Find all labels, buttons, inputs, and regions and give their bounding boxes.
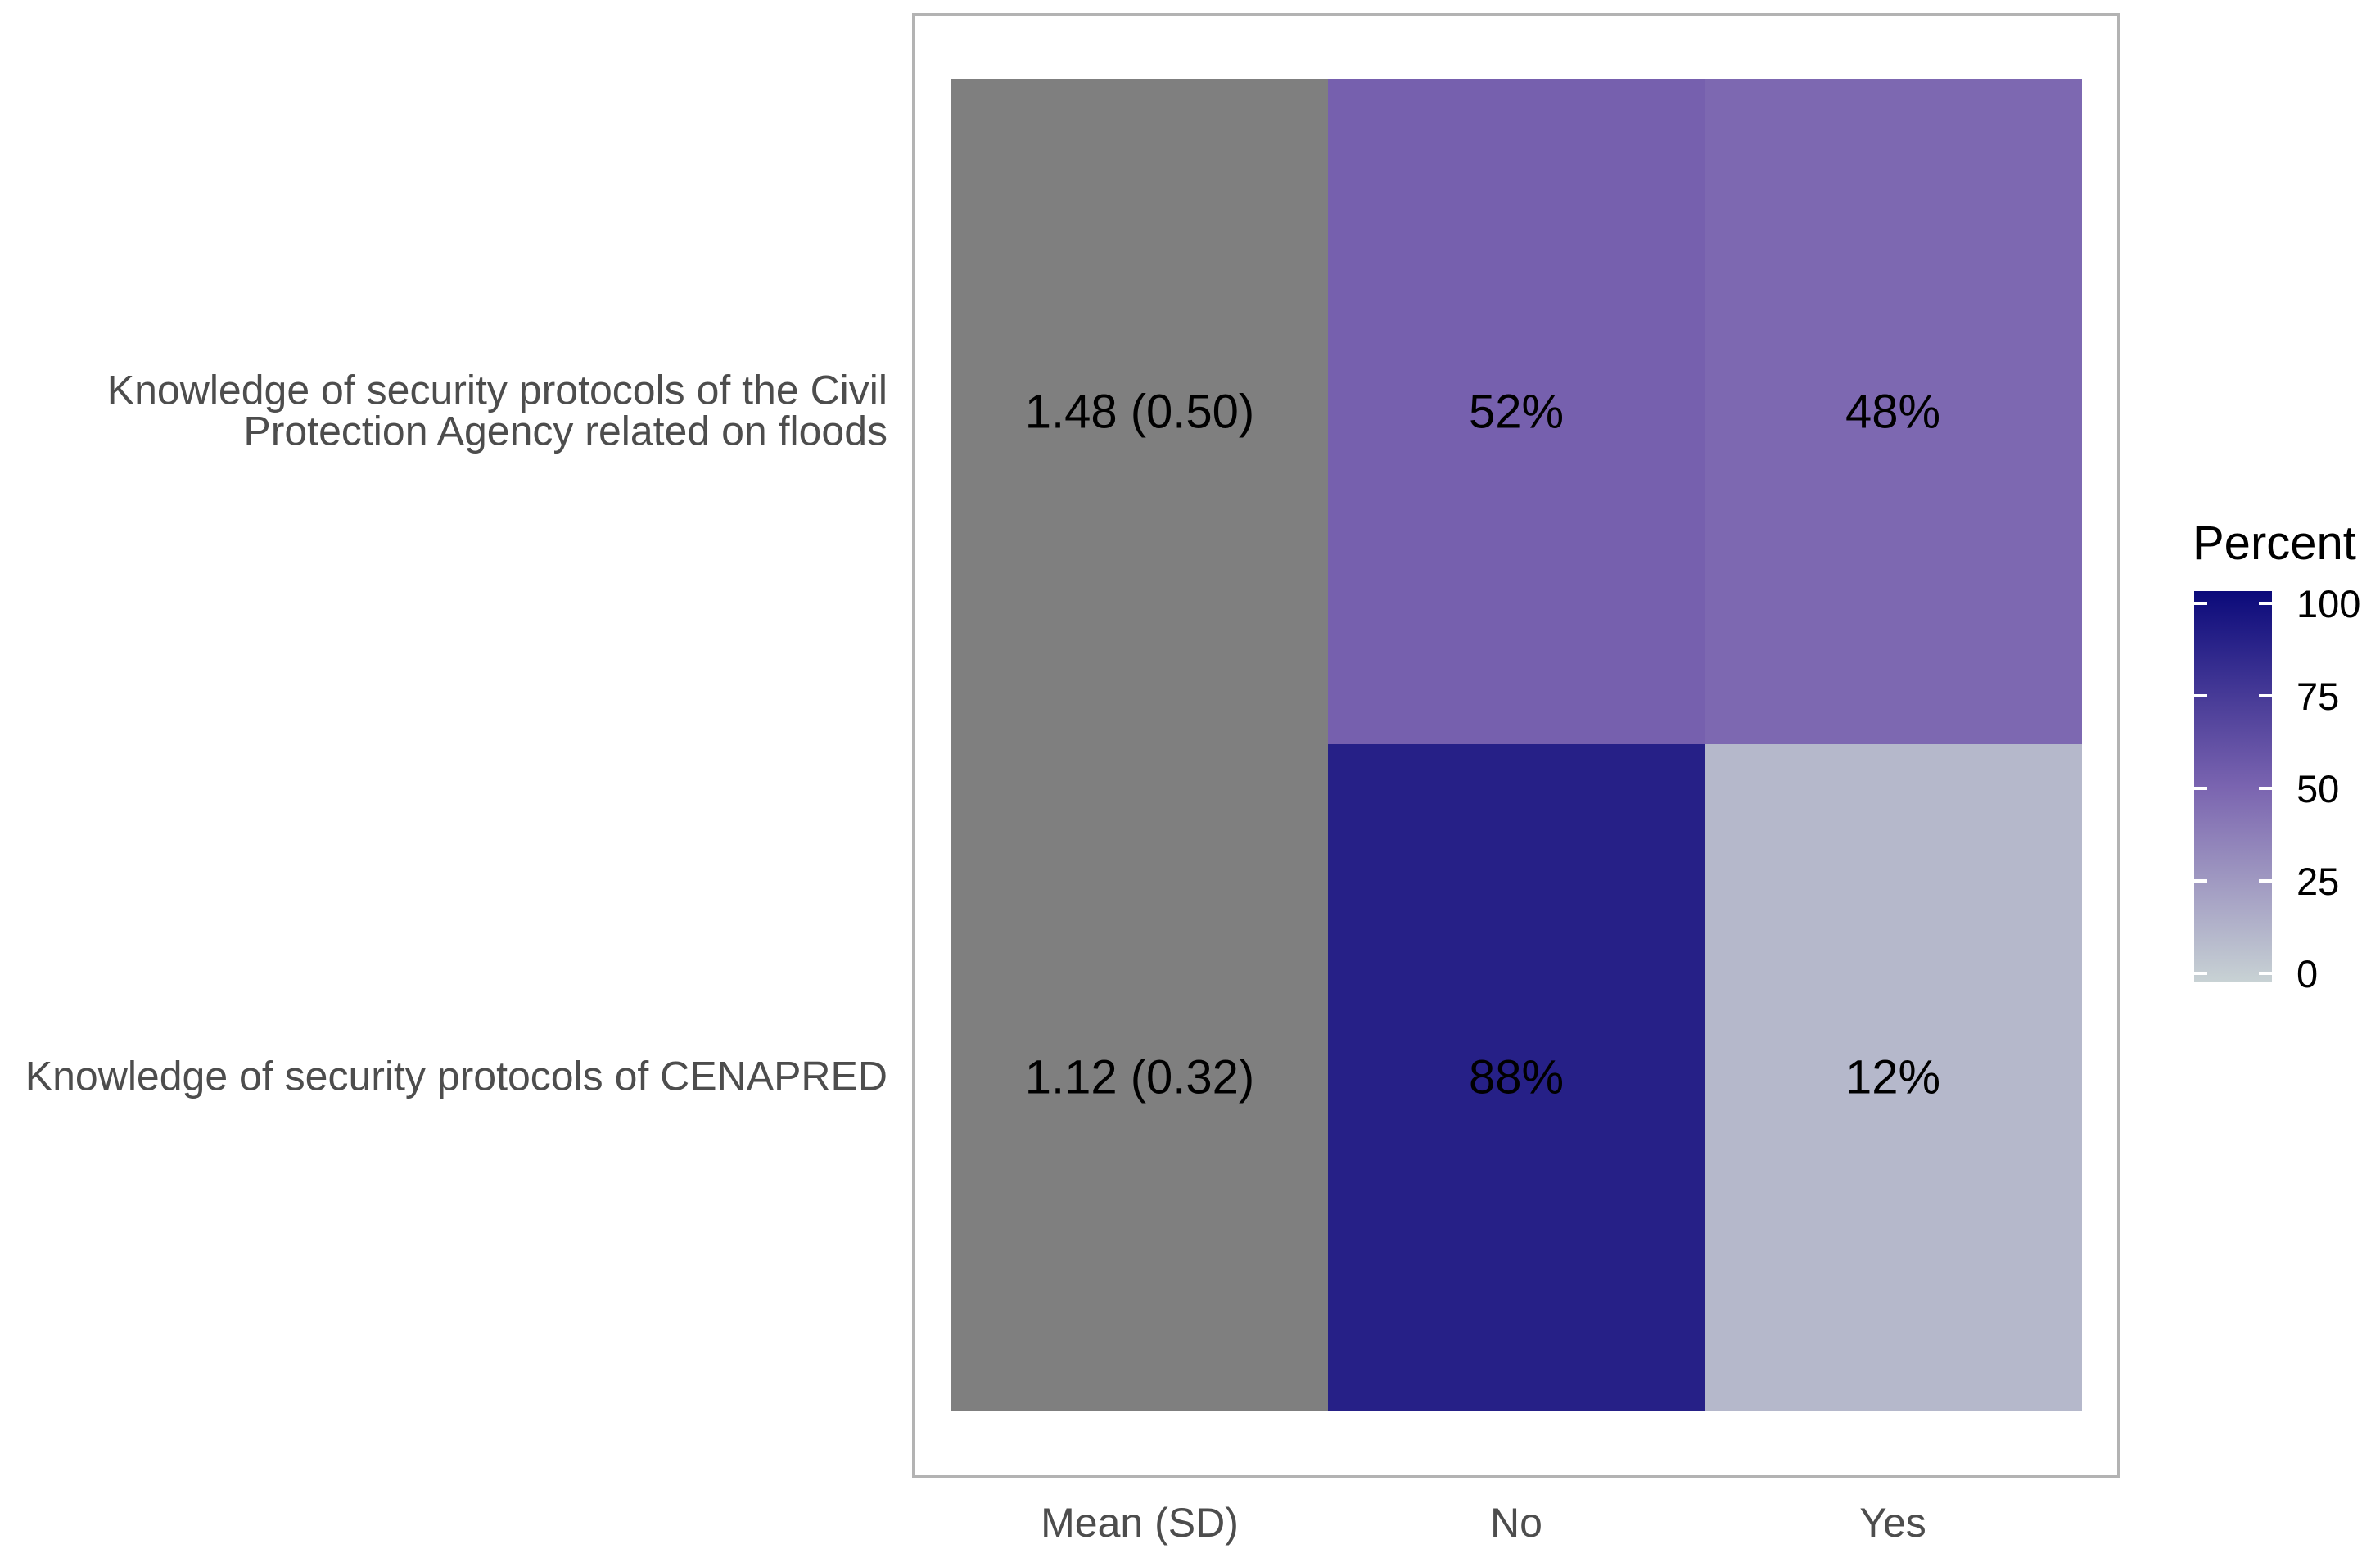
legend-tick-label: 100 (2296, 582, 2360, 625)
x-axis-label: Mean (SD) (1041, 1500, 1239, 1546)
y-axis-label: Knowledge of security protocols of CENAP… (25, 1054, 887, 1099)
legend-tick-label: 75 (2296, 675, 2339, 718)
labels-layer: 1.48 (0.50) 52% 48% Knowledge of security p… (25, 368, 1940, 1546)
cell-value-label: 48% (1845, 386, 1940, 439)
heatmap-cell (1705, 79, 2082, 745)
y-axis-label: Protection Agency related on floods (243, 409, 887, 454)
mean-cell (951, 744, 1329, 1411)
heatmap-cell (1705, 744, 2082, 1411)
cell-value-label: 88% (1469, 1051, 1564, 1104)
legend: Percent 0 25 50 75 100 (2193, 517, 2360, 995)
heatmap-cell (1328, 79, 1705, 745)
legend-tick-label: 0 (2296, 952, 2318, 995)
heatmap-cell (1328, 744, 1705, 1411)
mean-sd-label: 1.12 (0.32) (1025, 1051, 1255, 1104)
legend-tick-label: 25 (2296, 860, 2339, 903)
cells-layer (951, 79, 2082, 1411)
x-axis-label: Yes (1859, 1500, 1926, 1546)
legend-tick-label: 50 (2296, 767, 2339, 810)
mean-sd-label: 1.48 (0.50) (1025, 386, 1255, 439)
mean-cell (951, 79, 1329, 745)
y-axis-label: Knowledge of security protocols of the C… (107, 368, 887, 413)
cell-value-label: 52% (1469, 386, 1564, 439)
cell-value-label: 12% (1845, 1051, 1940, 1104)
x-axis-label: No (1490, 1500, 1542, 1546)
legend-title: Percent (2193, 517, 2356, 570)
